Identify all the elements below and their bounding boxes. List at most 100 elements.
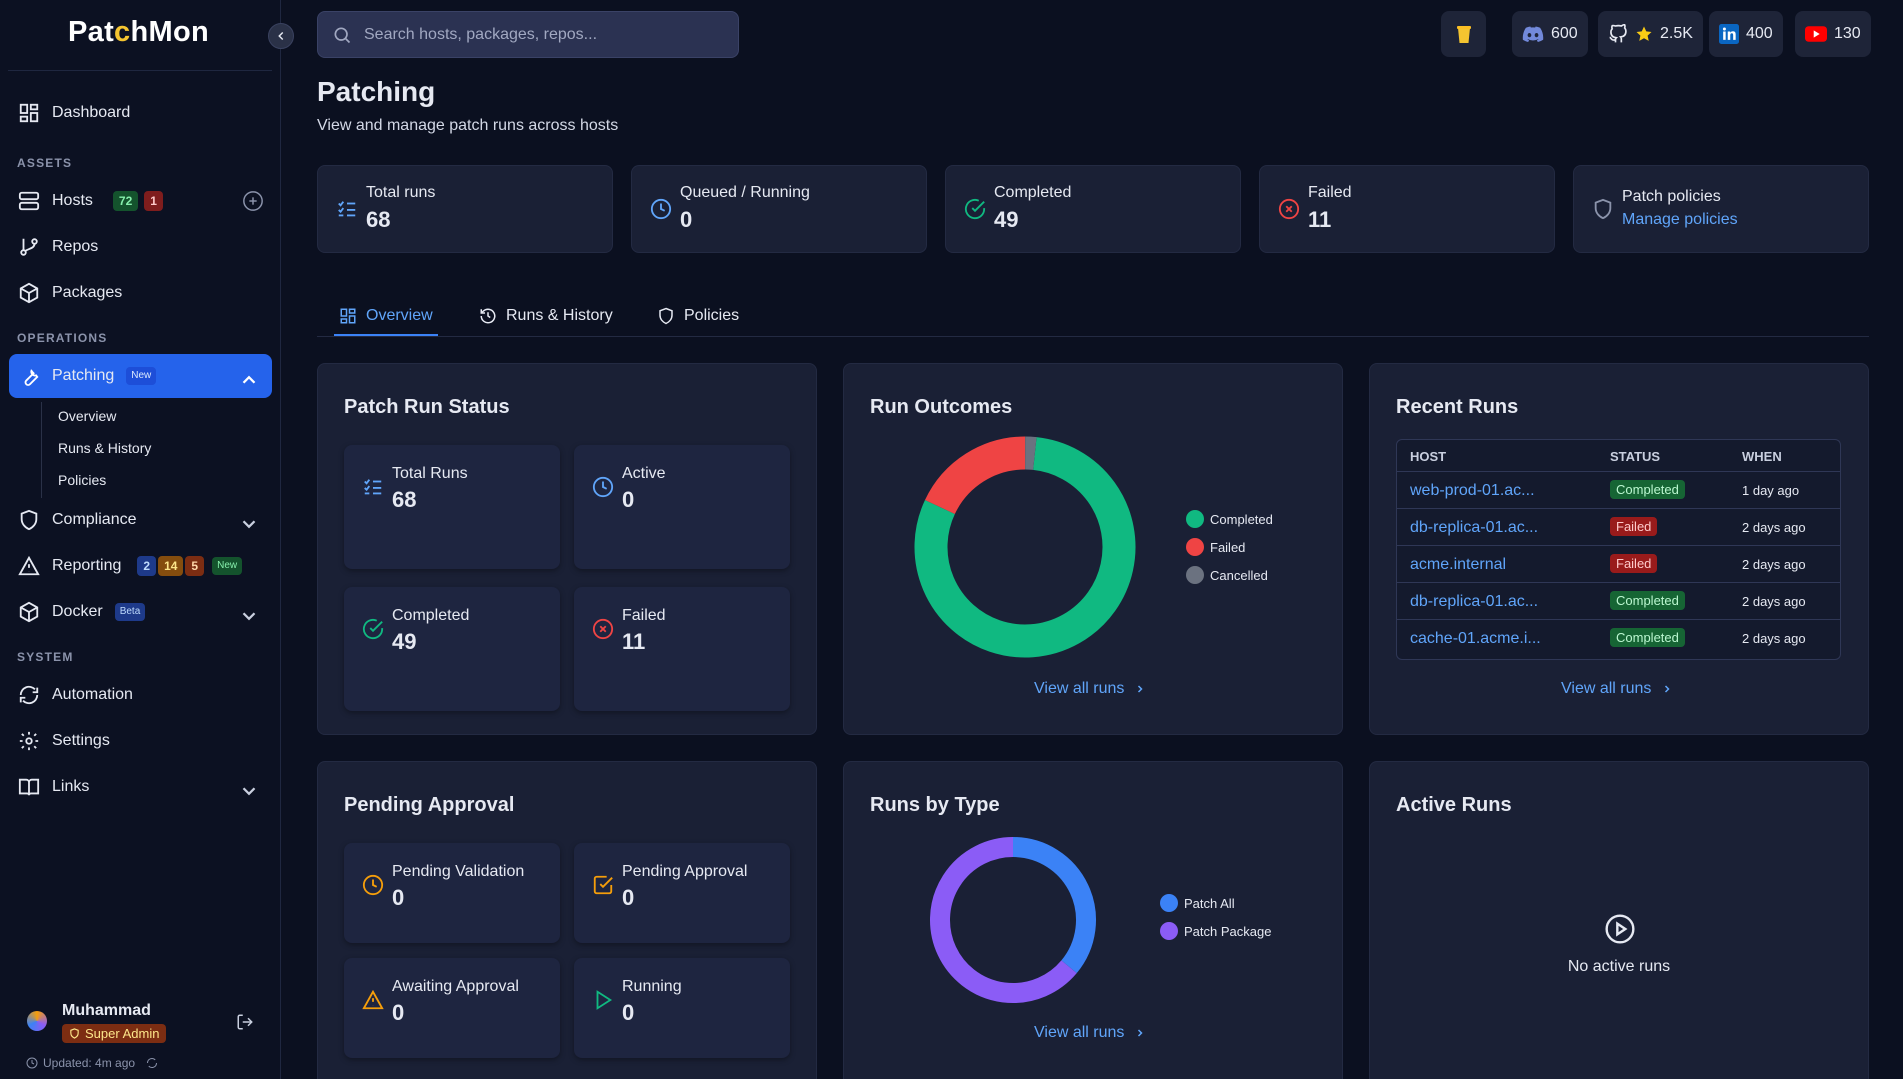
donut-slice-patch-all[interactable]: [1012, 837, 1096, 974]
sidebar-item-packages[interactable]: Packages: [9, 271, 272, 315]
stat-value: 49: [994, 207, 1019, 232]
donut-slice-completed[interactable]: [914, 437, 1136, 658]
legend-patch-all[interactable]: Patch All: [1160, 894, 1271, 912]
sidebar-item-links[interactable]: Links: [9, 765, 272, 809]
collapse-sidebar-button[interactable]: [268, 23, 294, 49]
row-host-link[interactable]: db-replica-01.ac...: [1410, 519, 1539, 536]
buy-coffee-button[interactable]: [1441, 11, 1486, 57]
col-when: WHEN: [1742, 449, 1782, 464]
submenu-policies[interactable]: Policies: [58, 472, 107, 488]
youtube-button[interactable]: 130: [1795, 11, 1871, 57]
link-label: View all runs: [1561, 680, 1652, 697]
logout-icon[interactable]: [236, 1013, 254, 1031]
chevron-down-icon[interactable]: [238, 513, 260, 535]
row-host-link[interactable]: web-prod-01.ac...: [1410, 482, 1535, 499]
manage-policies-link[interactable]: Manage policies: [1622, 211, 1738, 228]
shield-icon: [1594, 198, 1612, 220]
legend-patch-package[interactable]: Patch Package: [1160, 922, 1271, 940]
submenu-runs-history[interactable]: Runs & History: [58, 440, 152, 456]
table-row[interactable]: db-replica-01.ac... Failed 2 days ago: [1397, 509, 1840, 546]
awaiting-approval[interactable]: Awaiting Approval 0: [344, 958, 560, 1058]
legend-completed[interactable]: Completed: [1186, 510, 1273, 528]
stat-queued-running[interactable]: Queued / Running 0: [631, 165, 927, 253]
sidebar-item-docker[interactable]: Docker Beta: [9, 590, 272, 634]
check-square-icon: [593, 875, 613, 895]
chevron-down-icon[interactable]: [238, 780, 260, 802]
chevron-right-icon: [1138, 1029, 1143, 1037]
legend-label: Patch Package: [1184, 923, 1272, 939]
row-host-link[interactable]: acme.internal: [1410, 556, 1507, 573]
clock-icon: [26, 1057, 38, 1069]
view-all-runs-link[interactable]: View all runs: [1561, 680, 1673, 698]
check-circle-icon: [362, 618, 384, 640]
patch-run-status-panel: Patch Run Status Total Runs 68 Active 0 …: [317, 363, 817, 735]
status-active[interactable]: Active 0: [574, 445, 790, 569]
github-button[interactable]: 2.5K: [1598, 11, 1703, 57]
sidebar: PatchMon Dashboard ASSETS Hosts 72 1 Rep…: [0, 0, 281, 1079]
sidebar-item-dashboard[interactable]: Dashboard: [9, 91, 272, 135]
reporting-badge-orange: 5: [185, 556, 205, 576]
sidebar-item-automation[interactable]: Automation: [9, 673, 272, 717]
stat-value: 0: [680, 207, 693, 232]
view-all-runs-link[interactable]: View all runs: [1034, 1024, 1146, 1042]
panel-title: Pending Approval: [344, 794, 515, 816]
search-bar[interactable]: [317, 11, 739, 58]
table-row[interactable]: cache-01.acme.i... Completed 2 days ago: [1397, 620, 1840, 657]
pending-approval[interactable]: Pending Approval 0: [574, 843, 790, 943]
submenu-overview[interactable]: Overview: [58, 408, 117, 424]
sidebar-item-settings[interactable]: Settings: [9, 719, 272, 763]
youtube-count: 130: [1834, 25, 1861, 42]
linkedin-button[interactable]: 400: [1709, 11, 1783, 57]
row-host-link[interactable]: cache-01.acme.i...: [1410, 630, 1541, 647]
view-all-runs-link[interactable]: View all runs: [1034, 680, 1146, 698]
refresh-icon[interactable]: [146, 1057, 158, 1069]
run-outcomes-legend: Completed Failed Cancelled: [1186, 510, 1273, 584]
stat-label: Patch policies: [1622, 188, 1721, 205]
sidebar-item-hosts[interactable]: Hosts 72 1: [9, 179, 272, 223]
legend-cancelled[interactable]: Cancelled: [1186, 566, 1273, 584]
dashboard-icon: [19, 103, 39, 123]
stat-label: Queued / Running: [680, 184, 810, 201]
add-host-icon[interactable]: [242, 190, 264, 212]
tab-runs-history[interactable]: Runs & History: [479, 296, 613, 336]
donut-slice-failed[interactable]: [925, 436, 1026, 515]
stat-failed[interactable]: Failed 11: [1259, 165, 1555, 253]
stat-patch-policies[interactable]: Patch policies Manage policies: [1573, 165, 1869, 253]
panel-title: Recent Runs: [1396, 396, 1519, 418]
mini-label: Awaiting Approval: [392, 978, 519, 995]
status-failed[interactable]: Failed 11: [574, 587, 790, 711]
status-total-runs[interactable]: Total Runs 68: [344, 445, 560, 569]
avatar[interactable]: [27, 1011, 47, 1031]
discord-button[interactable]: 600: [1512, 11, 1588, 57]
sidebar-item-patching[interactable]: Patching New: [9, 354, 272, 398]
tab-policies[interactable]: Policies: [657, 296, 739, 336]
stat-total-runs[interactable]: Total runs 68: [317, 165, 613, 253]
panel-title: Run Outcomes: [870, 396, 1013, 418]
legend-failed[interactable]: Failed: [1186, 538, 1273, 556]
pending-validation[interactable]: Pending Validation 0: [344, 843, 560, 943]
active-runs-panel: Active Runs No active runs: [1369, 761, 1869, 1079]
row-host-link[interactable]: db-replica-01.ac...: [1410, 593, 1539, 610]
app-logo[interactable]: PatchMon: [68, 16, 209, 48]
status-badge: Failed: [1610, 517, 1658, 536]
chevron-up-icon[interactable]: [238, 369, 260, 391]
sidebar-item-reporting[interactable]: Reporting 2 14 5 New: [9, 544, 272, 588]
status-completed[interactable]: Completed 49: [344, 587, 560, 711]
sidebar-item-repos[interactable]: Repos: [9, 225, 272, 269]
list-check-icon: [338, 201, 356, 217]
running[interactable]: Running 0: [574, 958, 790, 1058]
history-icon: [480, 308, 496, 324]
user-name: Muhammad: [62, 1002, 151, 1019]
tab-overview[interactable]: Overview: [339, 296, 433, 336]
table-row[interactable]: db-replica-01.ac... Completed 2 days ago: [1397, 583, 1840, 620]
table-row[interactable]: acme.internal Failed 2 days ago: [1397, 546, 1840, 583]
sidebar-item-compliance[interactable]: Compliance: [9, 498, 272, 542]
mini-label: Pending Approval: [622, 863, 748, 880]
stat-completed[interactable]: Completed 49: [945, 165, 1241, 253]
table-row[interactable]: web-prod-01.ac... Completed 1 day ago: [1397, 472, 1840, 509]
donut-slice-cancelled[interactable]: [1024, 436, 1037, 470]
chevron-down-icon[interactable]: [238, 605, 260, 627]
submenu-line: [41, 402, 42, 498]
search-input[interactable]: [364, 25, 724, 44]
donut-slice-patch-package[interactable]: [930, 837, 1077, 1003]
